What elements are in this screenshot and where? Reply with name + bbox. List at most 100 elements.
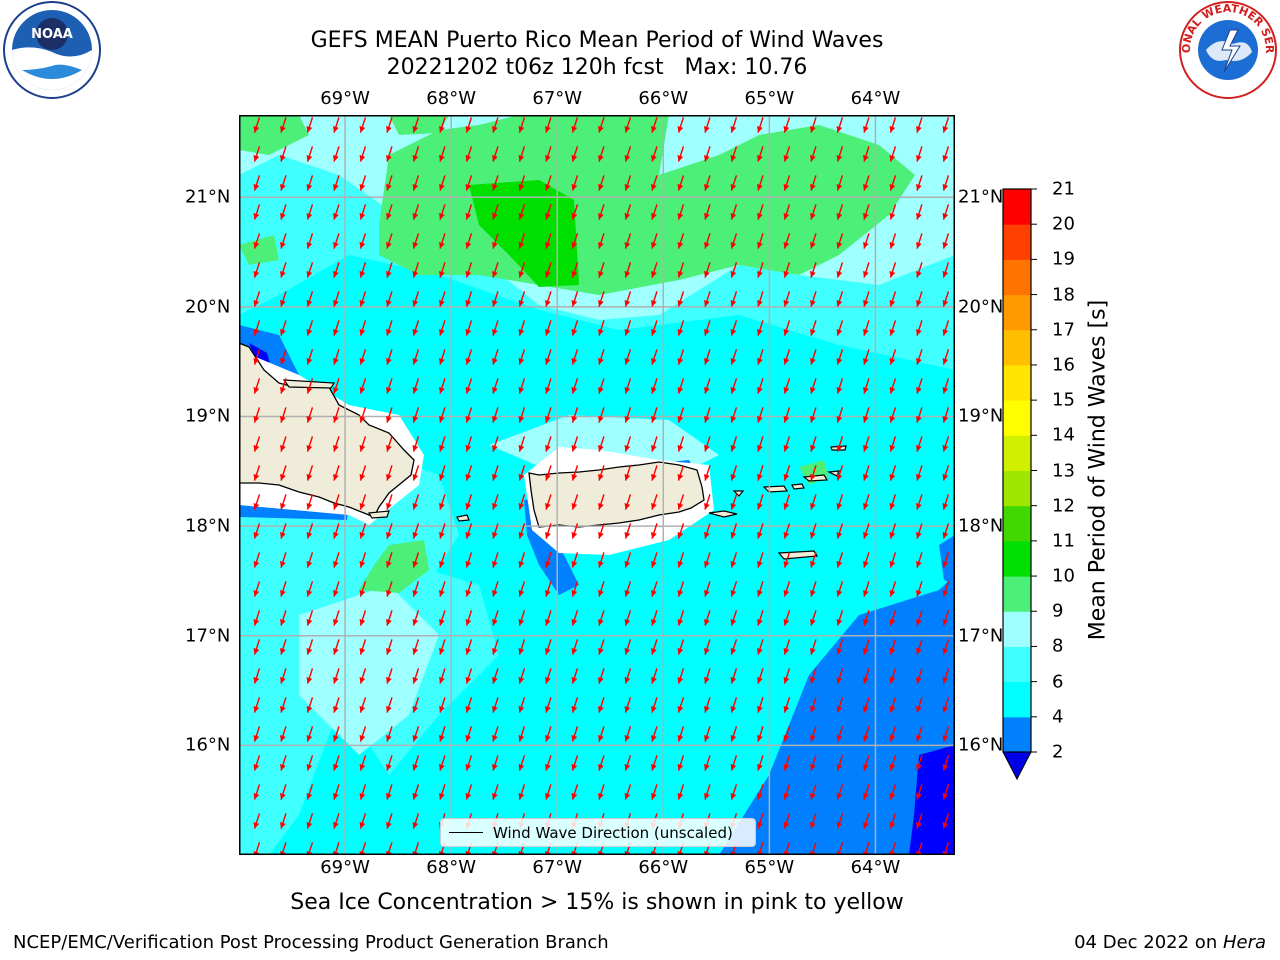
wind-wave-arrow — [571, 146, 579, 162]
wind-wave-arrow — [359, 291, 367, 307]
wind-wave-arrow — [306, 262, 314, 278]
wind-wave-arrow — [942, 204, 950, 220]
wind-wave-arrow — [624, 755, 632, 771]
wind-wave-arrow — [624, 117, 632, 133]
wind-wave-arrow — [730, 407, 738, 423]
wind-wave-arrow — [412, 552, 420, 568]
wind-wave-arrow — [836, 465, 844, 481]
wind-wave-arrow — [863, 320, 870, 336]
wind-wave-arrow — [386, 378, 393, 394]
wind-wave-arrow — [836, 407, 844, 423]
wind-wave-arrow — [280, 407, 287, 423]
wind-wave-arrow — [677, 465, 685, 481]
wind-wave-arrow — [492, 349, 499, 365]
wind-wave-arrow — [704, 726, 711, 742]
wind-wave-arrow — [359, 639, 367, 655]
wind-wave-arrow — [571, 784, 579, 800]
wind-wave-arrow — [333, 291, 340, 307]
wind-wave-arrow — [863, 726, 870, 742]
wind-wave-arrow — [730, 552, 738, 568]
wind-wave-arrow — [624, 523, 632, 539]
wind-wave-arrow — [518, 320, 526, 336]
wind-wave-arrow — [916, 407, 923, 423]
wind-wave-arrow — [492, 175, 499, 191]
wind-wave-arrow — [545, 291, 552, 307]
wind-wave-arrow — [280, 146, 287, 162]
wind-wave-arrow — [730, 639, 738, 655]
colorbar-segment — [1003, 470, 1031, 507]
wind-wave-arrow — [889, 378, 897, 394]
wind-wave-arrow — [359, 668, 367, 684]
wind-wave-arrow — [889, 494, 897, 510]
lat-label-left: 17°N — [185, 625, 231, 647]
wind-wave-arrow — [783, 320, 791, 336]
wind-wave-arrow — [598, 146, 605, 162]
wind-wave-arrow — [412, 523, 420, 539]
wind-wave-arrow — [465, 117, 473, 133]
lat-label-right: 17°N — [958, 625, 1004, 647]
wind-wave-arrow — [386, 494, 393, 510]
wind-wave-arrow — [651, 639, 658, 655]
wind-wave-arrow — [863, 117, 870, 133]
wind-wave-arrow — [704, 175, 711, 191]
wind-wave-arrow — [492, 262, 499, 278]
wind-wave-arrow — [651, 407, 658, 423]
wind-wave-arrow — [889, 291, 897, 307]
wind-wave-arrow — [306, 639, 314, 655]
wind-wave-arrow — [492, 726, 499, 742]
wind-wave-arrow — [810, 117, 817, 133]
wind-wave-arrow — [545, 523, 552, 539]
wind-wave-arrow — [942, 552, 950, 568]
wind-wave-arrow — [889, 262, 897, 278]
wind-wave-arrow — [492, 697, 499, 713]
wind-wave-arrow — [439, 436, 446, 452]
wind-wave-arrow — [783, 262, 791, 278]
wind-wave-arrow — [280, 697, 287, 713]
wind-wave-arrow — [465, 494, 473, 510]
wind-wave-arrow — [439, 697, 446, 713]
wind-wave-arrow — [333, 378, 340, 394]
wind-wave-arrow — [412, 813, 420, 829]
wind-wave-arrow — [518, 262, 526, 278]
colorbar-segment — [1003, 364, 1031, 401]
wind-wave-arrow — [545, 233, 552, 249]
wind-wave-arrow — [651, 262, 658, 278]
wind-wave-arrow — [863, 697, 870, 713]
sea-ice-note: Sea Ice Concentration > 15% is shown in … — [290, 890, 904, 915]
wind-wave-arrow — [677, 320, 685, 336]
wind-wave-arrow — [439, 581, 446, 597]
wind-wave-arrow — [306, 436, 314, 452]
wind-wave-arrow — [836, 262, 844, 278]
wind-wave-arrow — [916, 552, 923, 568]
wind-wave-arrow — [571, 436, 579, 452]
wind-wave-arrow — [253, 436, 261, 452]
wind-wave-arrow — [412, 784, 420, 800]
wind-wave-arrow — [704, 668, 711, 684]
wind-wave-arrow — [545, 610, 552, 626]
wind-wave-arrow — [783, 378, 791, 394]
lon-label-top: 65°W — [744, 88, 795, 109]
wind-wave-arrow — [598, 320, 605, 336]
wind-wave-arrow — [253, 204, 261, 220]
wind-wave-arrow — [306, 465, 314, 481]
wind-wave-arrow — [836, 668, 844, 684]
wind-wave-arrow — [942, 726, 950, 742]
wind-wave-arrow — [730, 117, 738, 133]
wind-wave-arrow — [889, 755, 897, 771]
wind-wave-arrow — [280, 639, 287, 655]
wind-wave-arrow — [571, 117, 579, 133]
wind-wave-arrow — [889, 813, 897, 829]
wind-wave-arrow — [598, 407, 605, 423]
wind-wave-arrow — [704, 494, 711, 510]
wind-wave-arrow — [836, 436, 844, 452]
wind-wave-arrow — [306, 697, 314, 713]
wind-wave-arrow — [836, 726, 844, 742]
wind-wave-arrow — [889, 639, 897, 655]
wind-wave-arrow — [598, 117, 605, 133]
wind-wave-arrow — [863, 581, 870, 597]
wind-wave-arrow — [624, 784, 632, 800]
wind-wave-arrow — [757, 465, 764, 481]
wind-wave-arrow — [836, 204, 844, 220]
wind-wave-arrow — [439, 320, 446, 336]
wind-wave-arrow — [253, 552, 261, 568]
